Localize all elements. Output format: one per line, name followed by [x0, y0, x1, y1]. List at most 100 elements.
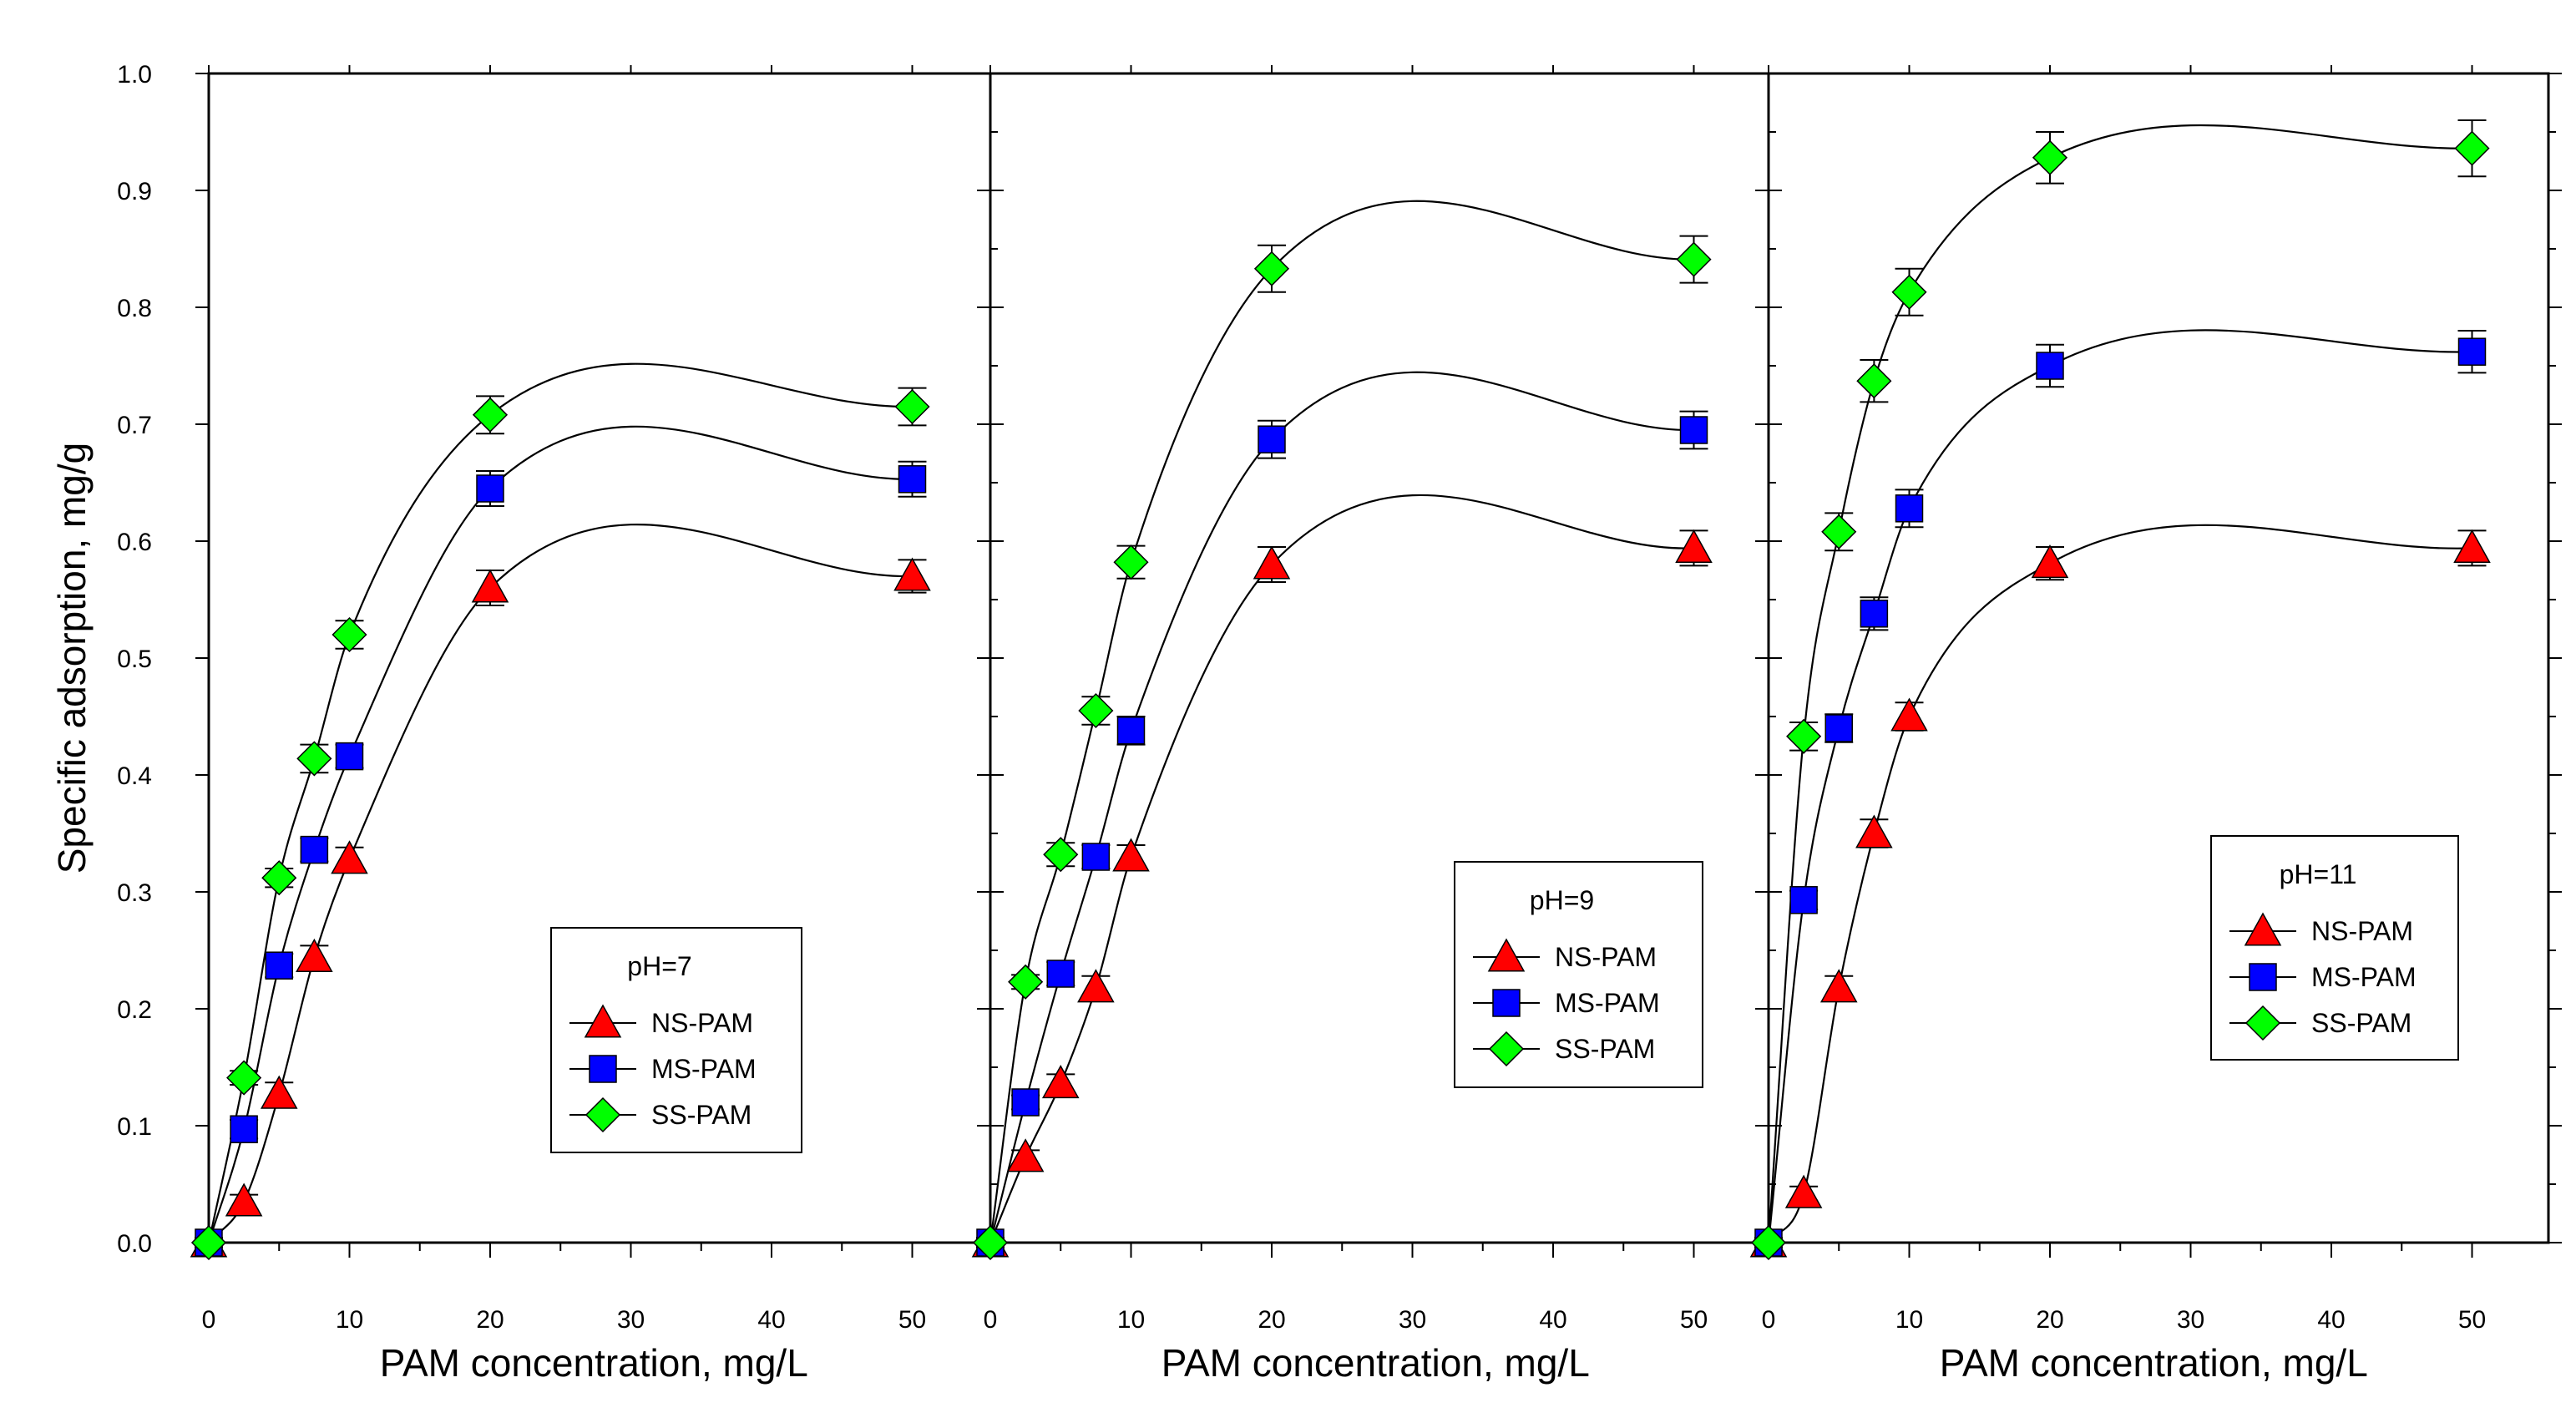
x-tick-label: 50 [1680, 1306, 1708, 1334]
legend-title: pH=11 [2280, 859, 2357, 889]
data-point-ns-pam [260, 1075, 298, 1109]
legend-marker-ms-pam [589, 1055, 617, 1083]
y-axis-title: Specific adsorption, mg/g [50, 443, 94, 874]
data-point-ss-pam [190, 1224, 227, 1261]
legend-label-ns-pam: NS-PAM [1555, 942, 1657, 972]
legend-marker-ss-pam [1488, 1031, 1525, 1067]
x-tick-label: 50 [898, 1306, 926, 1334]
y-tick-label: 0.6 [117, 529, 152, 556]
data-point-ss-pam [1856, 363, 1892, 399]
x-axis-title-3: PAM concentration, mg/L [1940, 1341, 2368, 1385]
legend-panel-1: pH=7 NS-PAM MS-PAM SS-PAM [550, 927, 802, 1153]
data-point-ns-pam [1855, 814, 1893, 848]
legend-marker-ms-pam [1492, 989, 1521, 1017]
fit-curve-ms-pam-ph-panel-3 [1767, 329, 2472, 1243]
data-point-ms-pam [476, 474, 504, 503]
fit-curve-ms-pam-ph-panel-1 [207, 425, 913, 1243]
data-point-ns-pam [225, 1183, 263, 1217]
data-point-ss-pam [1253, 251, 1290, 286]
x-tick-label: 10 [1895, 1306, 1923, 1334]
data-point-ns-pam [1253, 545, 1291, 580]
fit-curve-ns-pam-ph-panel-3 [1768, 524, 2472, 1243]
data-point-ms-pam [1679, 416, 1708, 444]
data-point-ss-pam [1786, 718, 1822, 754]
data-point-ss-pam [1891, 274, 1927, 310]
legend-marker-ss-pam [2245, 1005, 2281, 1041]
data-point-ms-pam [1046, 960, 1075, 988]
data-point-ss-pam [261, 860, 297, 896]
data-point-ss-pam [972, 1224, 1009, 1261]
legend-label-ss-pam: SS-PAM [1555, 1034, 1655, 1064]
y-tick-label: 0.2 [117, 996, 152, 1024]
panel-frame-3 [1767, 72, 2550, 1244]
data-point-ss-pam [1043, 837, 1079, 873]
data-point-ss-pam [331, 616, 367, 653]
legend-panel-3: pH=11 NS-PAM MS-PAM SS-PAM [2210, 835, 2459, 1061]
legend-marker-ns-pam [2244, 912, 2282, 946]
data-point-ns-pam [1890, 697, 1928, 732]
x-tick-label: 20 [476, 1306, 504, 1334]
x-tick-label: 40 [757, 1306, 785, 1334]
data-point-ms-pam [1258, 425, 1286, 453]
data-point-ns-pam [1675, 529, 1713, 563]
legend-label-ns-pam: NS-PAM [2311, 916, 2413, 946]
data-point-ns-pam [331, 840, 368, 874]
data-point-ms-pam [265, 951, 293, 980]
data-point-ns-pam [1784, 1174, 1823, 1208]
data-point-ms-pam [1081, 843, 1111, 871]
data-point-ss-pam [1008, 964, 1044, 1000]
fit-curve-ss-pam-ph-panel-3 [1767, 124, 2472, 1243]
y-tick-label: 0.0 [117, 1230, 152, 1258]
data-point-ss-pam [472, 397, 509, 433]
data-point-ss-pam [296, 741, 332, 777]
x-tick-label: 10 [1117, 1306, 1145, 1334]
legend-label-ss-pam: SS-PAM [651, 1100, 752, 1130]
y-tick-label: 0.9 [117, 178, 152, 205]
data-point-ns-pam [296, 938, 333, 972]
x-tick-label: 20 [1258, 1306, 1285, 1334]
data-point-ns-pam [471, 569, 509, 603]
x-tick-label: 40 [2317, 1306, 2345, 1334]
x-axis-title-1: PAM concentration, mg/L [380, 1341, 808, 1385]
x-tick-label: 40 [1539, 1306, 1566, 1334]
data-point-ms-pam [1860, 600, 1889, 628]
data-point-ns-pam [2453, 529, 2491, 563]
data-point-ns-pam [1041, 1065, 1080, 1099]
data-point-ms-pam [2036, 352, 2064, 380]
x-tick-label: 30 [2177, 1306, 2204, 1334]
data-point-ss-pam [1113, 544, 1149, 580]
legend-title: pH=9 [1530, 885, 1594, 915]
data-point-ss-pam [2454, 130, 2490, 166]
data-point-ms-pam [1116, 717, 1146, 745]
data-point-ss-pam [2032, 139, 2068, 175]
legend-marker-ss-pam [585, 1096, 621, 1133]
data-point-ms-pam [1824, 714, 1853, 742]
fit-curve-ms-pam-ph-panel-2 [989, 371, 1694, 1243]
data-point-ss-pam [1676, 241, 1712, 277]
data-point-ns-pam [1819, 969, 1858, 1003]
data-point-ss-pam [894, 388, 930, 425]
legend-label-ms-pam: MS-PAM [2311, 962, 2417, 992]
legend-title: pH=7 [627, 951, 691, 981]
x-tick-label: 20 [2036, 1306, 2063, 1334]
data-point-ss-pam [1078, 692, 1114, 729]
legend-marker-ns-pam [584, 1004, 622, 1038]
legend-label-ms-pam: MS-PAM [651, 1054, 757, 1084]
x-tick-label: 0 [202, 1306, 216, 1334]
legend-marker-ns-pam [1487, 938, 1526, 972]
y-tick-label: 1.0 [117, 61, 152, 89]
x-tick-label: 0 [1762, 1306, 1776, 1334]
data-point-ns-pam [2031, 544, 2069, 579]
data-point-ms-pam [230, 1115, 258, 1143]
data-point-ms-pam [335, 742, 364, 771]
legend-panel-2: pH=9 NS-PAM MS-PAM SS-PAM [1454, 861, 1703, 1088]
x-tick-label: 30 [617, 1306, 645, 1334]
data-point-ns-pam [1077, 969, 1115, 1003]
data-point-ss-pam [1821, 514, 1857, 549]
data-point-ms-pam [1789, 886, 1818, 914]
data-point-ms-pam [1011, 1088, 1040, 1117]
data-point-ns-pam [893, 557, 931, 591]
data-point-ms-pam [2457, 337, 2487, 366]
y-tick-label: 0.1 [117, 1113, 152, 1141]
